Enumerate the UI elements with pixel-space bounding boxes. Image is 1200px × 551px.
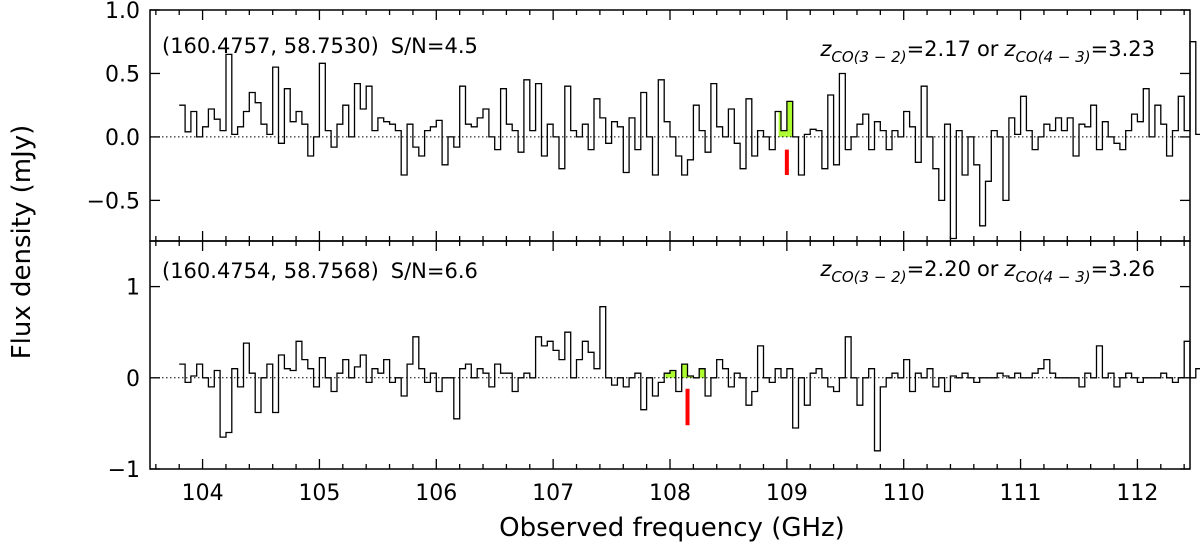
top-z1-symbol: z bbox=[819, 37, 832, 61]
bottom-frame bbox=[149, 240, 1191, 470]
top-annotation: zCO(3 − 2)=2.17 or zCO(4 − 3)=3.23 bbox=[819, 37, 1155, 66]
bottom-annotation: zCO(3 − 2)=2.20 or zCO(4 − 3)=3.26 bbox=[819, 257, 1155, 286]
bottom-z2-subscript: CO(4 − 3) bbox=[1015, 268, 1090, 286]
bottom-or: or bbox=[977, 257, 999, 281]
x-tick-label: 104 bbox=[182, 481, 224, 506]
x-tick-label: 112 bbox=[1116, 481, 1158, 506]
bottom-y-ticks: −1 0 1 bbox=[108, 276, 1190, 483]
top-y-tick-label: 0.0 bbox=[105, 126, 140, 151]
bottom-z1-symbol: z bbox=[819, 257, 832, 281]
bottom-highlight-bar bbox=[687, 375, 694, 378]
x-tick-label: 111 bbox=[1000, 481, 1042, 506]
x-tick-label: 105 bbox=[298, 481, 340, 506]
top-y-ticks: −0.5 0.0 0.5 1.0 bbox=[87, 0, 1190, 214]
x-tick-labels: 104 105 106 107 108 109 110 111 112 bbox=[182, 481, 1159, 506]
bottom-label: (160.4754, 58.7568) S/N=6.6 bbox=[162, 259, 478, 283]
y-axis-title: Flux density (mJy) bbox=[7, 125, 37, 360]
bottom-x-ticks bbox=[155, 241, 1185, 469]
bottom-highlight-bar bbox=[699, 368, 706, 378]
top-highlight-bar bbox=[778, 111, 782, 137]
top-or: or bbox=[977, 37, 999, 61]
bottom-highlight-bar bbox=[665, 373, 670, 378]
top-highlight-bar bbox=[786, 101, 793, 137]
x-tick-label: 110 bbox=[883, 481, 925, 506]
top-z1-value: =2.17 bbox=[907, 37, 971, 61]
bottom-y-tick-label: 0 bbox=[126, 367, 140, 392]
top-y-tick-label: 0.5 bbox=[105, 62, 140, 87]
bottom-label-coords: (160.4754, 58.7568) bbox=[162, 259, 379, 283]
top-x-ticks bbox=[155, 10, 1185, 241]
top-highlight-bar bbox=[781, 130, 787, 137]
top-z2-subscript: CO(4 − 3) bbox=[1015, 48, 1090, 66]
bottom-y-tick-label: 1 bbox=[126, 276, 140, 301]
bottom-highlight-bar bbox=[681, 364, 688, 378]
top-z2-symbol: z bbox=[1003, 37, 1016, 61]
bottom-y-tick-label: −1 bbox=[108, 458, 140, 483]
bottom-line-highlight bbox=[665, 364, 706, 378]
top-y-tick-label: 1.0 bbox=[105, 0, 140, 24]
panel-bottom: −101 (160.4754, 58.7568) S/N=6.6 zCO(3 − … bbox=[108, 240, 1200, 483]
x-tick-label: 109 bbox=[766, 481, 808, 506]
top-z2-value: =3.23 bbox=[1091, 37, 1155, 61]
x-tick-label: 108 bbox=[649, 481, 691, 506]
top-spectrum bbox=[179, 41, 1200, 240]
x-axis-title: Observed frequency (GHz) bbox=[499, 513, 845, 543]
bottom-z2-value: =3.26 bbox=[1091, 257, 1155, 281]
top-z1-subscript: CO(3 − 2) bbox=[831, 48, 906, 66]
top-label-coords: (160.4757, 58.7530) bbox=[162, 34, 379, 58]
bottom-z1-value: =2.20 bbox=[907, 257, 971, 281]
x-tick-label: 106 bbox=[415, 481, 457, 506]
bottom-spectrum bbox=[179, 306, 1200, 452]
panel-top: −0.5 0.0 0.5 1.0 (160.4757, 58.7530) S/N=4.5… bbox=[87, 0, 1200, 242]
x-tick-label: 107 bbox=[532, 481, 574, 506]
top-line-highlight bbox=[778, 101, 793, 137]
top-y-tick-label: −0.5 bbox=[87, 189, 140, 214]
bottom-highlight-bar bbox=[670, 370, 676, 378]
bottom-label-snr: S/N=6.6 bbox=[391, 259, 478, 283]
top-label: (160.4757, 58.7530) S/N=4.5 bbox=[162, 34, 478, 58]
bottom-z2-symbol: z bbox=[1003, 257, 1016, 281]
top-label-snr: S/N=4.5 bbox=[391, 34, 478, 58]
bottom-z1-subscript: CO(3 − 2) bbox=[831, 268, 906, 286]
